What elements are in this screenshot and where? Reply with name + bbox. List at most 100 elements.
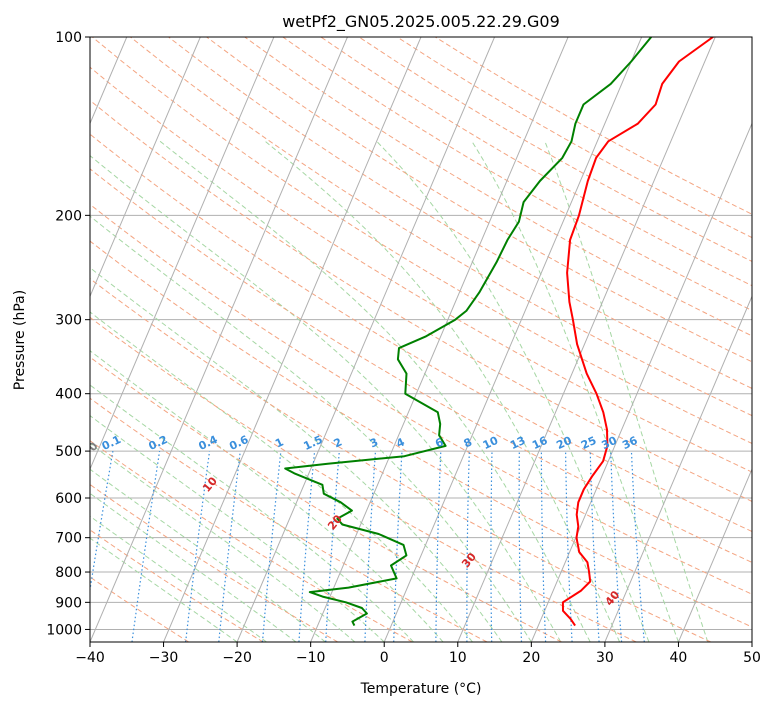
y-tick-label: 800 <box>55 565 82 581</box>
mixing-ratio-line-0 <box>90 450 114 594</box>
dry-adiabat--20 <box>90 529 264 642</box>
moist-adiabat-32 <box>264 140 621 642</box>
isotherm-10 <box>457 37 716 642</box>
dry-adiabat-180 <box>358 37 752 263</box>
x-tick-label: −30 <box>149 650 179 666</box>
moist-adiabat-36 <box>376 140 650 642</box>
mixing-ratio-line-5 <box>298 451 316 642</box>
mixing-ratio-label: 3 <box>368 435 380 450</box>
mixing-ratio-line-17 <box>630 451 645 642</box>
dry-adiabat--30 <box>90 576 189 642</box>
y-axis-label: Pressure (hPa) <box>12 290 28 390</box>
dry-adiabat--10 <box>90 483 339 642</box>
mixing-ratio-line-9 <box>435 451 442 642</box>
mixing-ratio-line-10 <box>466 451 470 642</box>
dry-adiabat-70 <box>90 168 752 563</box>
moist-adiabat--4 <box>90 442 356 642</box>
dry-adiabat-50 <box>90 240 752 628</box>
isotherm-grid <box>90 37 752 642</box>
isotherm--40 <box>90 37 348 642</box>
y-tick-label: 300 <box>55 313 82 329</box>
moist-adiabat-28 <box>159 140 591 642</box>
mixing-ratio-label: 4 <box>394 435 407 450</box>
profile-series <box>284 37 714 627</box>
isotherm-20 <box>530 122 752 642</box>
mixing-ratio-line-11 <box>490 451 493 642</box>
moist-adiabat-16 <box>90 267 503 642</box>
x-tick-label: −40 <box>75 650 105 666</box>
y-tick-label: 100 <box>55 30 82 46</box>
isotherm--60 <box>90 37 201 298</box>
x-tick-label: 20 <box>522 650 540 666</box>
dry-adiabat-10 <box>90 397 488 642</box>
mixing-ratio-label: 10 <box>481 434 501 452</box>
mixing-ratio-label: 25 <box>579 434 598 452</box>
moist-adiabat-20 <box>90 215 532 642</box>
moist-adiabat-8 <box>90 350 444 642</box>
mixing-ratio-lines <box>90 450 645 642</box>
isotherm--10 <box>310 37 569 642</box>
mixing-ratio-label: 16 <box>530 434 550 452</box>
y-tick-label: 700 <box>55 531 82 547</box>
y-tick-label: 600 <box>55 491 82 507</box>
isotherm-40 <box>677 467 752 642</box>
moist-adiabat--20 <box>90 537 238 642</box>
moist-adiabat-0 <box>90 415 385 642</box>
y-tick-label: 900 <box>55 595 82 611</box>
x-tick-label: 10 <box>449 650 467 666</box>
moist-adiabat--8 <box>90 468 326 642</box>
moist-adiabat-24 <box>90 155 562 642</box>
mixing-ratio-labels: 0.1 0.2 0.4 0.6 1 1.5 2 3 4 6 8 10 13 16 20 25 30 36 <box>100 433 640 453</box>
moist-adiabat-40 <box>471 141 679 642</box>
dry-adiabat-label: 40 <box>603 588 623 608</box>
mixing-ratio-label: 1 <box>273 435 285 450</box>
mixing-ratio-label: 13 <box>508 434 527 452</box>
y-tick-label: 1000 <box>46 622 82 638</box>
dry-adiabat-90 <box>90 99 752 502</box>
isotherm-30 <box>604 295 752 642</box>
moist-adiabat--12 <box>90 492 297 642</box>
mixing-ratio-line-4 <box>261 451 282 642</box>
dry-adiabat-40 <box>90 278 712 642</box>
dry-adiabats <box>90 37 752 642</box>
dry-adiabat-100 <box>90 66 752 473</box>
y-tick-label: 400 <box>55 387 82 403</box>
mixing-ratio-line-3 <box>218 451 241 642</box>
dry-adiabat-30 <box>90 316 637 642</box>
dry-adiabat-140 <box>206 37 752 363</box>
plot-frame <box>89 36 753 643</box>
x-tick-label: 0 <box>380 650 389 666</box>
plot-area: -100-90-80-70-60-50-40-30-20-10010203040… <box>86 37 752 642</box>
dry-adiabat-120 <box>130 37 752 417</box>
mixing-ratio-label: 0.2 <box>147 433 170 453</box>
mixing-ratio-label: 8 <box>462 435 474 450</box>
dry-adiabat-110 <box>91 37 752 445</box>
mixing-ratio-line-1 <box>131 451 161 642</box>
temperature-line <box>561 37 714 627</box>
mixing-ratio-label: 36 <box>620 434 640 452</box>
mixing-ratio-label: 30 <box>600 434 620 452</box>
x-tick-label: −20 <box>222 650 252 666</box>
dry-adiabat-label: 0 <box>86 439 101 453</box>
dry-adiabat-label: 10 <box>200 474 220 494</box>
dry-adiabat-160 <box>282 37 752 312</box>
dry-adiabat-80 <box>90 133 752 533</box>
x-tick-label: −10 <box>296 650 326 666</box>
x-axis: −40 −30 −20 −10 0 10 20 30 40 50 <box>75 642 761 666</box>
mixing-ratio-label: 0.6 <box>227 433 250 453</box>
x-tick-label: 30 <box>596 650 614 666</box>
mixing-ratio-label: 2 <box>332 435 344 450</box>
y-tick-label: 200 <box>55 208 82 224</box>
dry-adiabat-150 <box>244 37 752 337</box>
moist-adiabats <box>90 140 709 642</box>
mixing-ratio-label: 0.1 <box>100 433 123 453</box>
isotherm--50 <box>90 37 275 471</box>
isotherm--20 <box>236 37 496 642</box>
y-tick-label: 500 <box>55 444 82 460</box>
y-axis: 1000 900 800 700 600 500 400 300 200 100 <box>46 30 90 638</box>
dry-adiabat-200 <box>434 37 752 215</box>
x-axis-label: Temperature (°C) <box>360 681 482 697</box>
mixing-ratio-line-2 <box>185 451 211 642</box>
dry-adiabat-60 <box>90 203 752 595</box>
